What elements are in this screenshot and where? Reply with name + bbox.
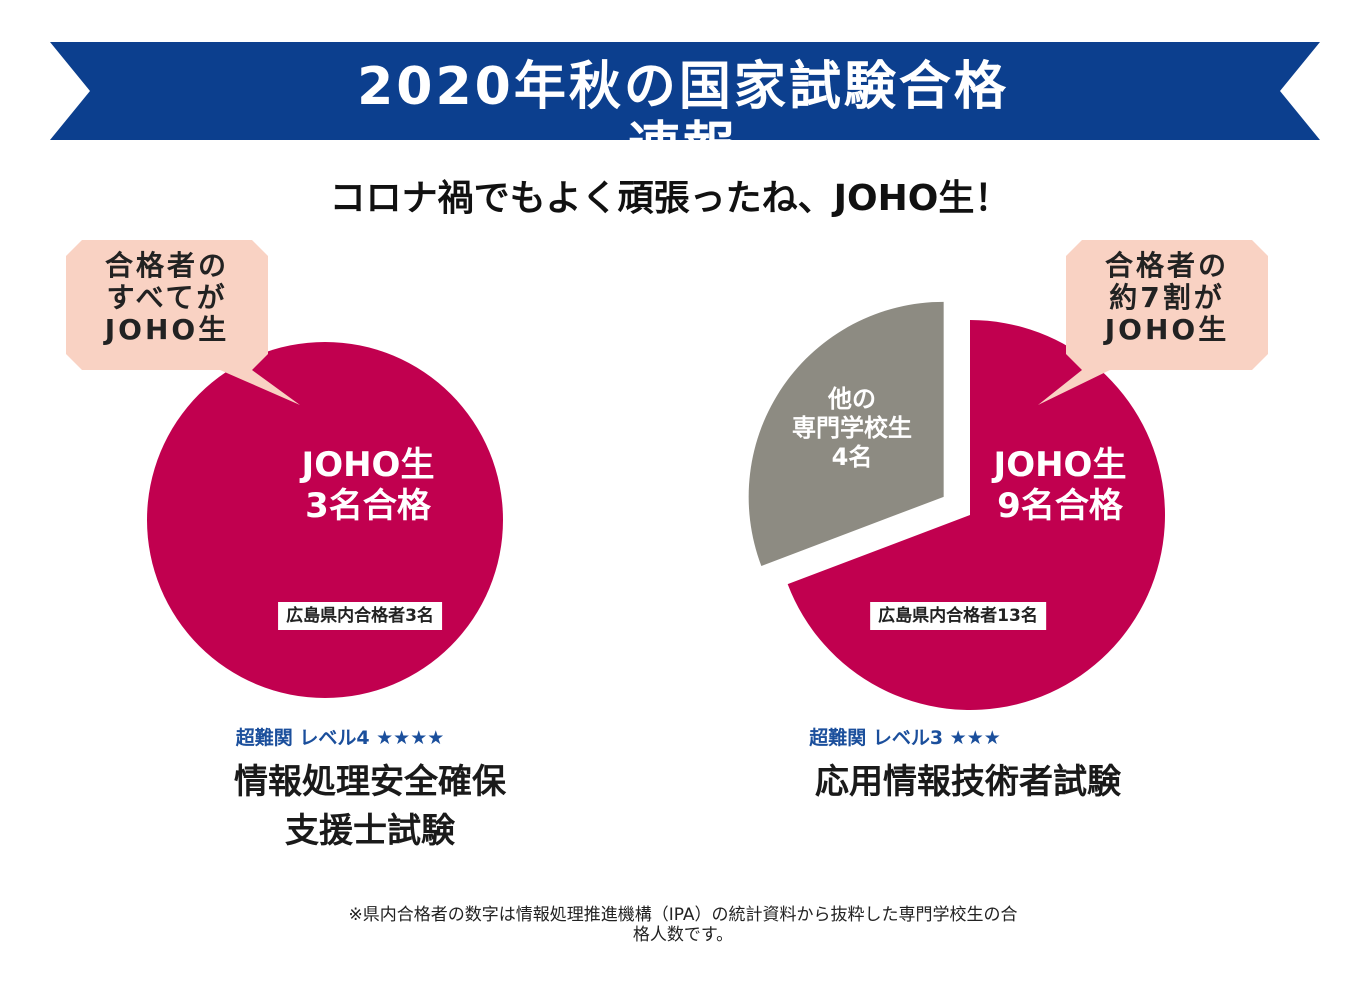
callout-bubble <box>1038 240 1268 405</box>
banner-title: 2020年秋の国家試験合格速報 <box>357 57 1009 177</box>
exam-title: 情報処理安全確保 支援士試験 <box>234 762 506 852</box>
category-label: JOHO生 <box>301 445 435 485</box>
banner <box>50 42 1320 140</box>
slice-label: 他の 専門学校生 4名 <box>792 385 912 471</box>
subtitle: コロナ禍でもよく頑張ったね、JOHO生！ <box>329 178 1011 219</box>
exam-level: 超難関 レベル3 ★★★ <box>809 727 1001 749</box>
callout-text: 合格者の 約7割が JOHO生 <box>1104 249 1230 347</box>
footnote: ※県内合格者の数字は情報処理推進機構（IPA）の統計資料から抜粋した専門学校生の… <box>348 905 1018 945</box>
slice-label: JOHO生 3名合格 <box>302 445 435 527</box>
category-label: JOHO生 <box>993 445 1127 485</box>
slice-label: JOHO生 9名合格 <box>994 445 1127 527</box>
value-label: 9名合格 <box>997 485 1123 526</box>
exam-level: 超難関 レベル4 ★★★★ <box>235 727 445 749</box>
category-label: 他の 専門学校生 <box>792 385 912 442</box>
value-label: 4名 <box>831 442 873 471</box>
callout-bubble <box>66 240 300 405</box>
pie-slice <box>748 301 944 566</box>
total-label: 広島県内合格者13名 <box>870 602 1046 631</box>
value-label: 3名合格 <box>305 485 431 526</box>
exam-title: 応用情報技術者試験 <box>815 762 1121 802</box>
total-label: 広島県内合格者3名 <box>278 602 442 631</box>
callout-text: 合格者の すべてが JOHO生 <box>104 249 230 347</box>
